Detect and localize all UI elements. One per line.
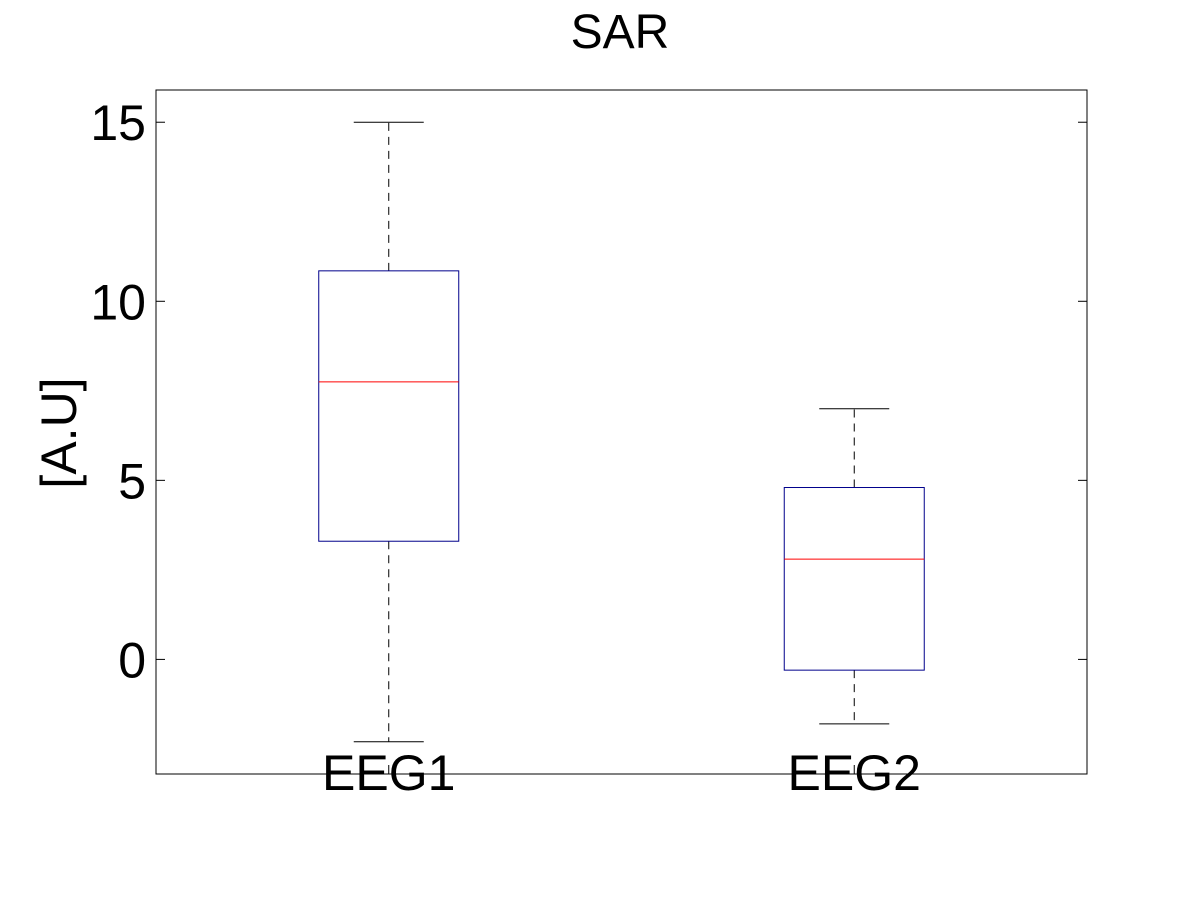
chart-title: SAR bbox=[571, 6, 670, 59]
y-axis-label: [A.U] bbox=[31, 377, 87, 488]
box-eeg2 bbox=[783, 408, 925, 725]
y-tick-label: 10 bbox=[90, 274, 146, 330]
y-tick-label: 15 bbox=[90, 95, 146, 151]
box-series bbox=[318, 121, 925, 743]
x-tick-label: EEG2 bbox=[788, 745, 921, 801]
x-axis: EEG1 EEG2 bbox=[322, 745, 921, 801]
box-eeg1 bbox=[318, 121, 460, 743]
x-tick-label: EEG1 bbox=[322, 745, 455, 801]
y-tick-label: 0 bbox=[118, 632, 146, 688]
box-iqr bbox=[783, 487, 925, 671]
y-axis: 0 5 10 15 bbox=[90, 95, 1087, 688]
y-tick-label: 5 bbox=[118, 453, 146, 509]
plot-area bbox=[155, 89, 1088, 775]
box-iqr bbox=[318, 270, 460, 542]
